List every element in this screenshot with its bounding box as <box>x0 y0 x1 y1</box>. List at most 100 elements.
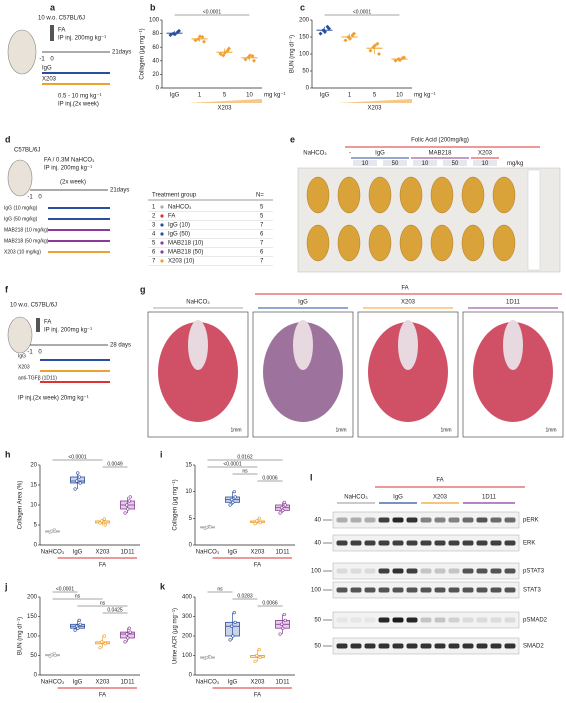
band <box>448 540 460 546</box>
panel-a: a 10 w.o. C57BL/6J FA IP inj. 200mg kg⁻¹… <box>7 2 131 108</box>
point <box>76 626 80 630</box>
y-axis-label: BUN (mg dl⁻¹) <box>290 35 296 73</box>
y-tick-label: 60 <box>152 45 159 51</box>
kidney <box>430 176 454 214</box>
medulla <box>503 320 523 370</box>
point <box>393 58 398 63</box>
point <box>231 500 235 504</box>
band <box>378 617 390 623</box>
band <box>378 517 390 523</box>
kidney <box>399 176 423 214</box>
table-cell: 7 <box>260 223 264 229</box>
medulla <box>293 320 313 370</box>
point <box>318 31 323 36</box>
fa-label: FA <box>436 478 443 484</box>
point <box>283 503 287 507</box>
x-tick-label: 1D11 <box>121 680 136 686</box>
inj: IP inj. 200mg kg⁻¹ <box>44 166 92 172</box>
y-tick-label: 80 <box>152 31 159 37</box>
point <box>98 646 102 650</box>
x-tick-label: NaHCO₃ <box>41 550 65 556</box>
band <box>350 517 362 523</box>
time: 28 days <box>110 343 131 349</box>
y-tick-label: 10 <box>30 503 37 509</box>
point <box>198 34 202 39</box>
sig-label: 0.0283 <box>237 593 253 599</box>
y-axis-label: Urine ACR (µg mg⁻¹) <box>173 608 179 664</box>
arm-label: MAB218 (50 mg/kg) <box>4 238 49 244</box>
kidney <box>492 224 516 262</box>
band <box>420 540 432 546</box>
point <box>398 58 402 63</box>
point <box>257 648 261 652</box>
drug: FA <box>58 28 65 34</box>
point <box>402 55 406 60</box>
table-cell: 7 <box>152 259 156 265</box>
band <box>336 517 348 523</box>
mouse-icon <box>7 316 33 354</box>
point <box>218 52 223 56</box>
group-label: NaHCO₃ <box>344 495 368 501</box>
x-tick-label: NaHCO₃ <box>196 550 220 556</box>
band <box>406 517 418 523</box>
dose-label: 10 <box>362 161 369 167</box>
point <box>102 517 106 521</box>
row-label: pSTAT3 <box>523 569 545 575</box>
band <box>406 568 418 574</box>
table-cell: 4 <box>152 232 156 238</box>
band <box>392 568 404 574</box>
point <box>193 38 198 43</box>
fa-label: FA <box>401 286 408 292</box>
time: -1 <box>39 57 45 63</box>
y-tick-label: 0 <box>34 543 38 549</box>
sig-label: <0.0001 <box>56 586 74 592</box>
point <box>103 523 107 527</box>
panel-letter: i <box>160 449 163 459</box>
band <box>434 587 446 593</box>
kidney-section <box>473 322 553 422</box>
y-axis-label: Collagen Area (%) <box>18 481 24 530</box>
panel-letter: c <box>300 2 305 12</box>
y-tick-label: 200 <box>182 634 193 640</box>
row-dot <box>160 214 164 218</box>
table-cell: FA <box>168 214 175 220</box>
point <box>223 50 227 55</box>
group-label: FA <box>99 693 106 699</box>
band <box>462 540 474 546</box>
point <box>368 48 373 53</box>
y-tick-label: 5 <box>34 523 38 529</box>
y-tick-label: 150 <box>27 614 38 620</box>
point <box>208 655 212 659</box>
sig-label: <0.0001 <box>353 9 371 15</box>
syringe <box>36 318 40 332</box>
y-tick-label: 100 <box>182 653 193 659</box>
dose-label: 10 <box>482 161 489 167</box>
arm-label: MAB218 (10 mg/kg) <box>4 227 49 233</box>
table-cell: IgG (10) <box>168 223 190 229</box>
band <box>490 568 502 574</box>
x-tick-label: IgG <box>170 93 180 99</box>
photo <box>297 167 561 273</box>
marker: 50 <box>314 618 321 624</box>
panel-letter: h <box>5 449 11 459</box>
band <box>350 568 362 574</box>
point <box>253 522 257 526</box>
point <box>282 500 286 504</box>
scale-bar: 1mm <box>230 427 241 433</box>
time: 0 <box>38 195 42 201</box>
dose-wedge <box>337 99 412 103</box>
band <box>448 587 460 593</box>
y-tick-label: 15 <box>30 483 37 489</box>
title: Folic Acid (200mg/kg) <box>411 138 469 144</box>
point <box>127 499 131 503</box>
x-tick-label: 1D11 <box>276 550 291 556</box>
band <box>364 643 376 649</box>
point <box>126 636 130 640</box>
band <box>406 617 418 623</box>
point <box>375 41 380 46</box>
table-cell: 3 <box>152 223 156 229</box>
y-tick-label: 100 <box>27 634 38 640</box>
panel-letter: b <box>150 2 156 12</box>
sections: NaHCO₃ 1mm IgG 1mm X203 1mm 1D11 1mm <box>147 300 564 438</box>
marker: 40 <box>314 541 321 547</box>
